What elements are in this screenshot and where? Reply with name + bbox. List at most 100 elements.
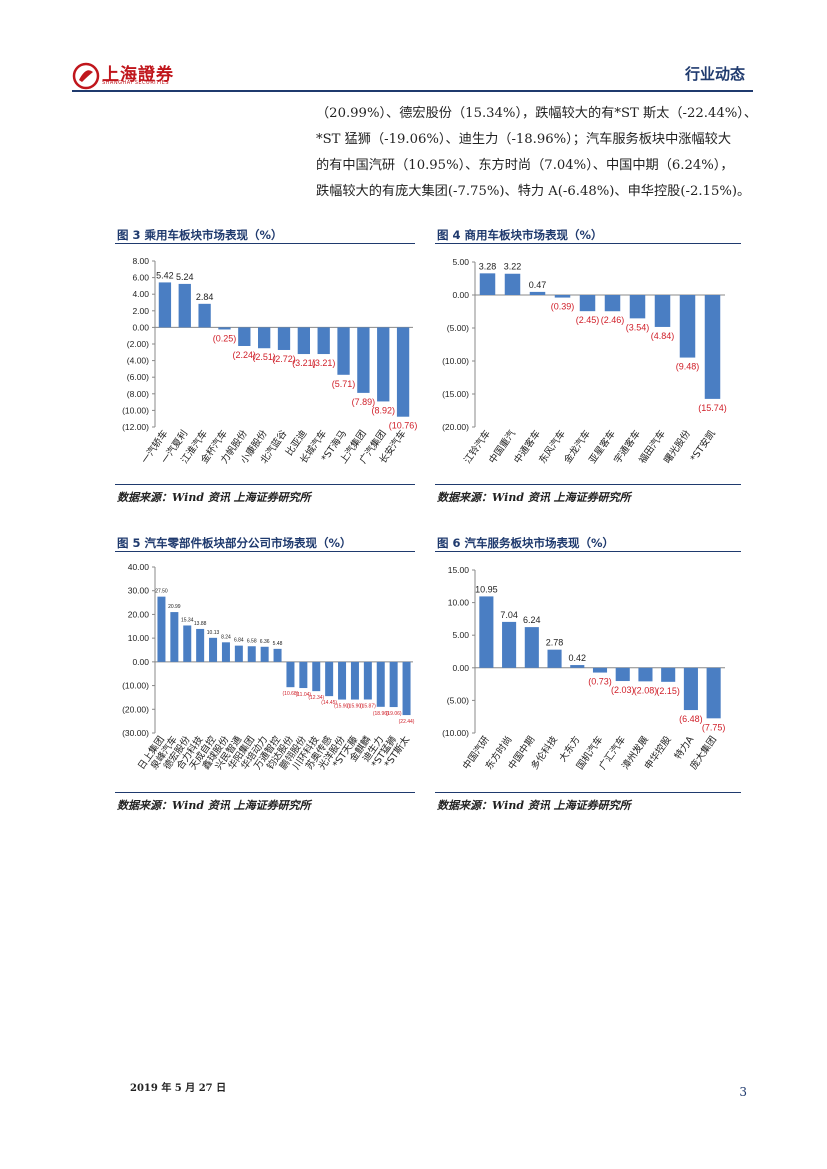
data-label: 5.42 xyxy=(156,270,174,280)
data-label: (3.21) xyxy=(292,358,316,368)
bar xyxy=(218,327,231,330)
figure-5-title: 图 5 汽车零部件板块部分公司市场表现（%） xyxy=(117,536,352,550)
data-label: (10.76) xyxy=(389,421,418,431)
data-label: (2.72) xyxy=(272,354,296,364)
bar xyxy=(158,282,172,328)
bar xyxy=(234,645,243,662)
bar xyxy=(325,661,334,697)
bar xyxy=(350,661,359,700)
company-logo xyxy=(72,62,100,90)
bar xyxy=(638,667,653,682)
bar xyxy=(661,667,676,682)
y-tick-label: 10.00 xyxy=(448,598,470,608)
data-label: (0.39) xyxy=(551,302,575,312)
bar xyxy=(286,661,295,688)
figure-3-title: 图 3 乘用车板块市场表现（%） xyxy=(117,228,283,242)
bar xyxy=(554,295,571,298)
bar xyxy=(389,661,398,708)
data-label: (14.45) xyxy=(321,700,337,706)
y-tick-label: 10.00 xyxy=(128,633,150,643)
figure-5-title-rule xyxy=(115,551,415,552)
page-number: 3 xyxy=(739,1085,747,1099)
paragraph-line: *ST 猛狮（-19.06%）、迪生力（-18.96%）；汽车服务板块中涨幅较大 xyxy=(316,132,732,147)
data-label: 6.84 xyxy=(234,638,244,644)
y-tick-label: 0.00 xyxy=(132,657,149,667)
figure-4-source-rule xyxy=(435,484,741,485)
y-tick-label: 0.00 xyxy=(132,322,149,332)
y-tick-label: 8.00 xyxy=(132,256,149,266)
figure-4-title: 图 4 商用车板块市场表现（%） xyxy=(437,228,603,242)
y-tick-label: 4.00 xyxy=(132,289,149,299)
data-label: (6.48) xyxy=(679,714,703,724)
figure-4-title-rule xyxy=(435,243,741,244)
data-label: 3.22 xyxy=(504,262,522,272)
y-tick-label: (20.00) xyxy=(122,704,149,714)
data-label: (7.89) xyxy=(352,397,376,407)
data-label: (15.90) xyxy=(347,704,363,710)
bar xyxy=(338,661,347,700)
bar xyxy=(317,327,330,355)
body-paragraph: （20.99%）、德宏股份（15.34%），跌幅较大的有*ST 斯太（-22.4… xyxy=(316,101,757,205)
y-tick-label: 5.00 xyxy=(452,630,469,640)
figure-5-chart: 40.00 30.00 20.00 10.00 0.00 (10.00) (20.00) (3… xyxy=(122,562,415,772)
bar xyxy=(704,295,721,399)
paragraph-line: 的有中国汽研（10.95%）、东方时尚（7.04%）、中国中期（6.24%）， xyxy=(316,158,734,173)
bar xyxy=(363,661,372,700)
data-label: 27.50 xyxy=(155,589,168,595)
bar xyxy=(273,648,282,662)
figure-6-title-rule xyxy=(435,551,741,552)
y-tick-label: 30.00 xyxy=(128,586,150,596)
bar xyxy=(524,627,539,668)
figure-5-source: 数据来源：Wind 资讯 上海证券研究所 xyxy=(117,799,311,812)
y-tick-label: (8.00) xyxy=(127,389,149,399)
data-label: 6.24 xyxy=(523,615,541,625)
figure-5-source-rule xyxy=(115,792,415,793)
bar xyxy=(683,667,698,711)
logo-text: 上海證券 xyxy=(102,65,174,85)
data-label: 0.42 xyxy=(569,653,587,663)
y-tick-label: (20.00) xyxy=(442,422,469,432)
y-tick-label: (5.00) xyxy=(447,695,469,705)
y-tick-label: (4.00) xyxy=(127,356,149,366)
data-label: (3.54) xyxy=(626,322,650,332)
bar xyxy=(604,295,621,312)
bar xyxy=(209,637,218,662)
y-tick-label: (10.00) xyxy=(122,405,149,415)
bar xyxy=(297,327,310,355)
bar xyxy=(178,283,191,328)
data-label: 0.47 xyxy=(529,280,547,290)
bar xyxy=(357,327,370,393)
bar xyxy=(258,327,271,349)
figure-6-source-rule xyxy=(435,792,741,793)
data-label: 7.04 xyxy=(500,610,518,620)
bar xyxy=(706,667,721,719)
footer-date: 2019 年 5 月 27 日 xyxy=(130,1083,227,1094)
bar xyxy=(592,667,608,673)
bar xyxy=(529,291,546,295)
data-label: 15.34 xyxy=(181,617,194,623)
header-divider xyxy=(72,90,753,92)
data-label: 20.99 xyxy=(168,604,181,610)
y-tick-label: 2.00 xyxy=(132,306,149,316)
data-label: 10.13 xyxy=(207,630,220,636)
data-label: (22.44) xyxy=(399,719,415,725)
figure-3-chart: 8.00 6.00 4.00 2.00 0.00 (2.00) (4.00) (6.00) (8… xyxy=(122,256,418,466)
data-label: (3.21) xyxy=(312,358,336,368)
y-tick-label: 20.00 xyxy=(128,609,150,619)
bar xyxy=(376,661,385,707)
bar xyxy=(479,596,494,668)
bar xyxy=(629,295,646,319)
bar xyxy=(277,327,291,350)
data-label: 8.24 xyxy=(221,634,231,640)
category-label: *ST安凯 xyxy=(688,427,719,463)
bar xyxy=(654,295,671,327)
data-label: (0.73) xyxy=(588,677,612,687)
data-label: (12.34) xyxy=(308,695,324,701)
data-label: 6.36 xyxy=(260,639,270,645)
y-tick-label: 15.00 xyxy=(448,565,470,575)
figure-3-source: 数据来源：Wind 资讯 上海证券研究所 xyxy=(117,491,311,504)
data-label: (2.46) xyxy=(601,315,625,325)
bar xyxy=(260,646,269,662)
y-tick-label: 0.00 xyxy=(452,663,469,673)
bar xyxy=(196,628,205,662)
